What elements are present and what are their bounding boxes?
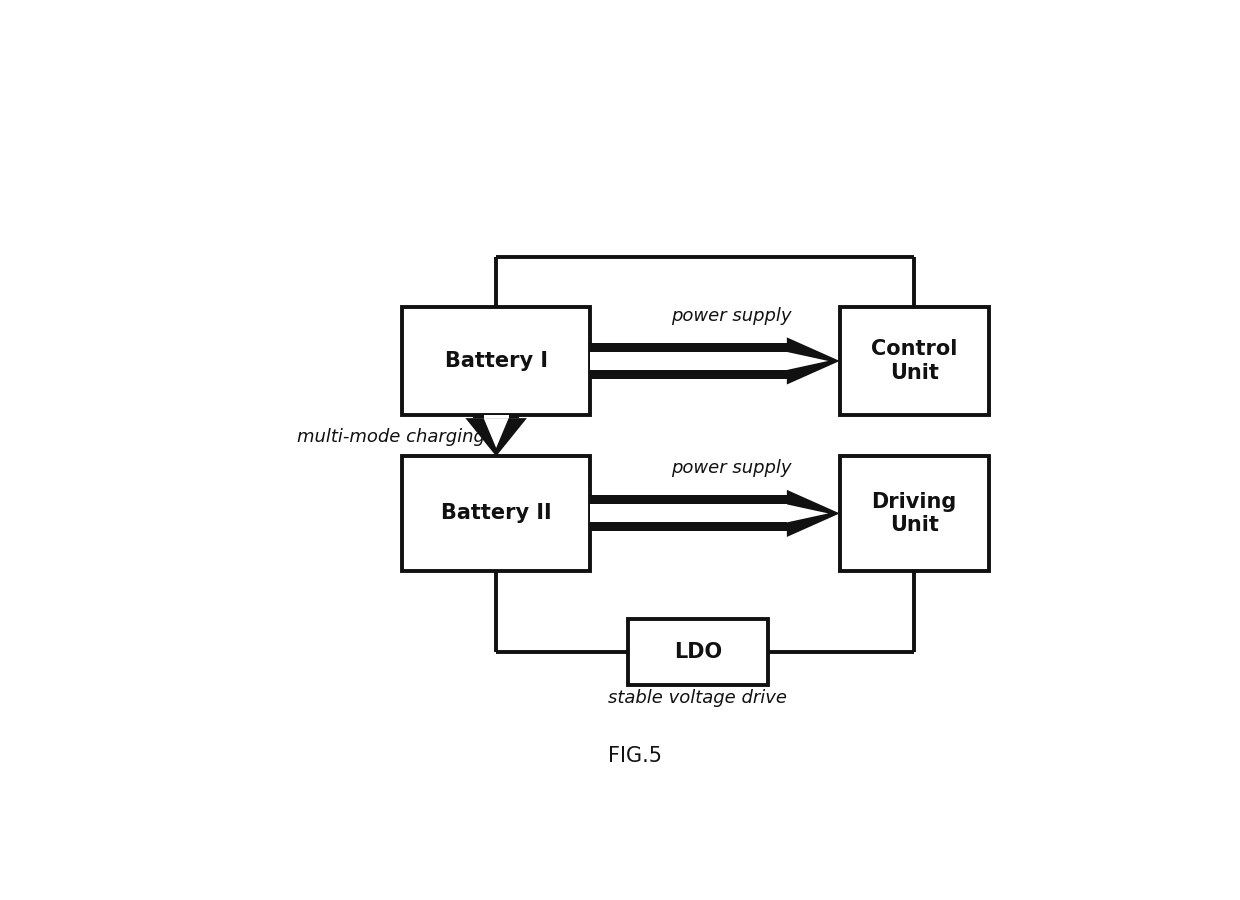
Bar [484,415,508,419]
Text: power supply: power supply [671,459,792,477]
Text: FIG.5: FIG.5 [609,746,662,766]
Bar [590,495,787,531]
Polygon shape [787,490,839,537]
Bar [839,307,988,415]
Bar [629,619,768,685]
Bar [590,504,787,522]
Polygon shape [787,504,828,522]
Bar [590,343,787,379]
Bar [590,352,787,370]
Text: multi-mode charging: multi-mode charging [298,428,485,446]
Text: Driving
Unit: Driving Unit [872,491,957,535]
Text: LDO: LDO [673,642,722,662]
Text: Battery I: Battery I [445,351,548,371]
Bar [474,415,520,419]
Bar [403,307,590,415]
Text: Control
Unit: Control Unit [870,339,957,382]
Text: power supply: power supply [671,307,792,325]
Bar [839,456,988,571]
Text: stable voltage drive: stable voltage drive [609,689,787,707]
Polygon shape [787,338,839,384]
Polygon shape [465,418,527,456]
Polygon shape [787,352,828,370]
Bar [403,456,590,571]
Text: Battery II: Battery II [441,503,552,524]
Polygon shape [484,418,508,448]
